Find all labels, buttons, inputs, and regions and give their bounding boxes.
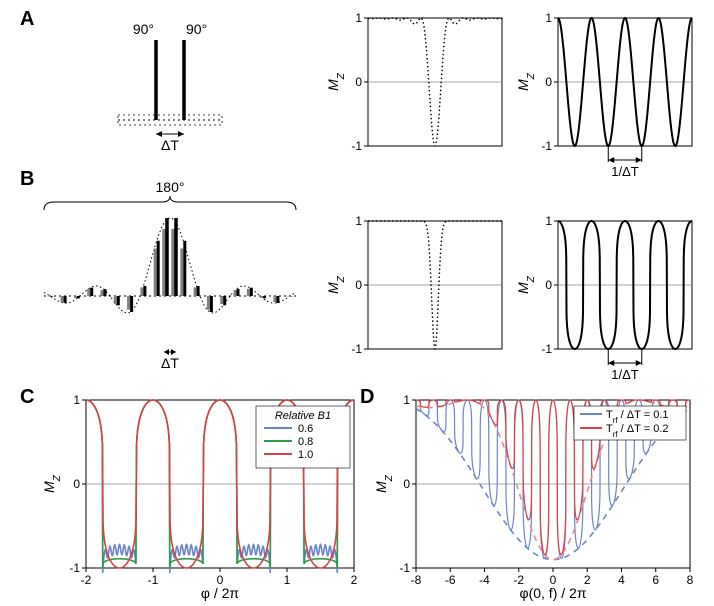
svg-text:φ / 2π: φ / 2π bbox=[201, 585, 240, 601]
svg-text:MZ: MZ bbox=[373, 474, 395, 493]
svg-text:1: 1 bbox=[355, 11, 362, 25]
panel-b-mz-dotted: -1 0 1 MZ bbox=[328, 213, 508, 363]
svg-text:-1: -1 bbox=[148, 573, 159, 587]
svg-text:0.8: 0.8 bbox=[298, 436, 313, 448]
svg-text:1: 1 bbox=[73, 393, 80, 407]
svg-text:MZ: MZ bbox=[325, 72, 347, 91]
svg-text:MZ: MZ bbox=[515, 275, 537, 294]
svg-text:φ(0, f) / 2π: φ(0, f) / 2π bbox=[520, 585, 587, 601]
svg-text:-1: -1 bbox=[69, 561, 80, 575]
svg-text:1: 1 bbox=[284, 573, 291, 587]
panel-d-chart: -8-6-4-202468-101φ(0, f) / 2πMZTrf / ΔT … bbox=[376, 392, 698, 602]
panel-label-d: D bbox=[360, 386, 374, 409]
svg-text:4: 4 bbox=[618, 573, 625, 587]
svg-text:1/ΔT: 1/ΔT bbox=[611, 367, 639, 382]
svg-text:90°: 90° bbox=[186, 21, 207, 37]
svg-text:0: 0 bbox=[403, 477, 410, 491]
svg-text:0.6: 0.6 bbox=[298, 423, 313, 435]
svg-text:1: 1 bbox=[403, 393, 410, 407]
svg-text:-1: -1 bbox=[399, 561, 410, 575]
svg-text:1: 1 bbox=[355, 214, 362, 228]
svg-text:0: 0 bbox=[355, 75, 362, 89]
svg-text:-1: -1 bbox=[351, 139, 362, 153]
panel-b-mz-periodic: -1 0 1 MZ 1/ΔT bbox=[518, 213, 698, 383]
svg-text:-1: -1 bbox=[351, 342, 362, 356]
svg-text:180°: 180° bbox=[156, 179, 185, 195]
svg-text:1: 1 bbox=[545, 11, 552, 25]
panel-b-pulse-diagram: 180° ΔT bbox=[30, 178, 310, 378]
svg-text:1/ΔT: 1/ΔT bbox=[611, 164, 639, 179]
svg-text:-2: -2 bbox=[81, 573, 92, 587]
svg-text:-6: -6 bbox=[445, 573, 456, 587]
panel-a-mz-periodic: -1 0 1 MZ 1/ΔT bbox=[518, 10, 698, 180]
svg-text:1: 1 bbox=[545, 214, 552, 228]
svg-text:MZ: MZ bbox=[515, 72, 537, 91]
panel-a-pulse-diagram: 90° 90° ΔT bbox=[60, 10, 280, 160]
svg-text:1.0: 1.0 bbox=[298, 449, 313, 461]
svg-text:-1: -1 bbox=[541, 342, 552, 356]
svg-text:-4: -4 bbox=[479, 573, 490, 587]
panel-label-a: A bbox=[20, 8, 34, 31]
svg-text:6: 6 bbox=[652, 573, 659, 587]
svg-text:-1: -1 bbox=[541, 139, 552, 153]
svg-text:0: 0 bbox=[355, 278, 362, 292]
svg-text:90°: 90° bbox=[133, 21, 154, 37]
svg-text:MZ: MZ bbox=[41, 474, 63, 493]
svg-text:MZ: MZ bbox=[325, 275, 347, 294]
panel-a-mz-dotted: -1 0 1 MZ bbox=[328, 10, 508, 160]
svg-text:8: 8 bbox=[687, 573, 694, 587]
svg-text:ΔT: ΔT bbox=[161, 137, 179, 153]
svg-text:ΔT: ΔT bbox=[161, 355, 179, 371]
panel-c-chart: -2-1012-101φ / 2πMZRelative B10.60.81.0 bbox=[42, 392, 362, 602]
svg-text:0: 0 bbox=[545, 75, 552, 89]
svg-text:-8: -8 bbox=[411, 573, 422, 587]
svg-text:Relative B1: Relative B1 bbox=[275, 410, 331, 422]
panel-label-c: C bbox=[20, 386, 34, 409]
svg-text:0: 0 bbox=[545, 278, 552, 292]
svg-text:2: 2 bbox=[351, 573, 358, 587]
svg-text:0: 0 bbox=[73, 477, 80, 491]
